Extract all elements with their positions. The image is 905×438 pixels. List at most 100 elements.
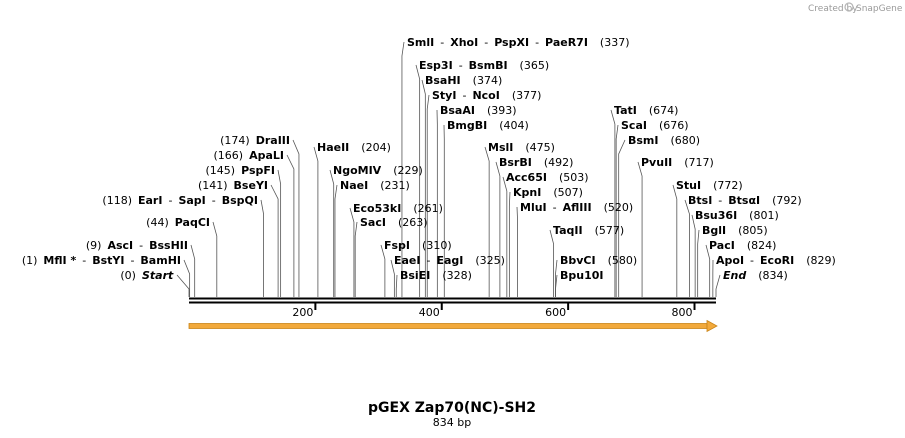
site-bbvci-label[interactable]: BbvCI (580) <box>560 254 637 267</box>
site-ngomiv[interactable]: NgoMIV (229) <box>333 164 423 177</box>
ruler-tick-label: 600 <box>545 306 566 319</box>
site-tati-label[interactable]: TatI (674) <box>614 104 678 117</box>
site-pspfi[interactable]: (145) PspFI <box>206 164 276 177</box>
site-naei-label[interactable]: NaeI (231) <box>340 179 410 192</box>
site-position: (44) <box>146 216 169 229</box>
site-stui-label[interactable]: StuI (772) <box>676 179 743 192</box>
site-bseyi-label[interactable]: (141) BseYI <box>198 179 268 192</box>
site-haeii[interactable]: HaeII (204) <box>317 141 391 154</box>
site-smli[interactable]: SmlI - XhoI - PspXI - PaeR7I (337) <box>407 36 630 49</box>
site-eaei[interactable]: EaeI - EagI (325) <box>394 254 505 267</box>
marker-start[interactable]: (0) Start <box>120 269 174 282</box>
site-position: (145) <box>206 164 236 177</box>
site-acc65i[interactable]: Acc65I (503) <box>506 171 589 184</box>
site-apoi[interactable]: ApoI - EcoRI (829) <box>716 254 836 267</box>
site-paci-label[interactable]: PacI (824) <box>709 239 776 252</box>
site-bsu36i-label[interactable]: Bsu36I (801) <box>695 209 779 222</box>
orf-feature[interactable] <box>188 319 718 333</box>
site-asci[interactable]: (9) AscI - BssHII <box>86 239 188 252</box>
site-esp3i-label[interactable]: Esp3I - BsmBI (365) <box>419 59 549 72</box>
site-bsu36i-leader <box>691 214 696 297</box>
site-scai[interactable]: ScaI (676) <box>621 119 689 132</box>
site-mfli-label[interactable]: (1) MflI * - BstYI - BamHI <box>22 254 181 267</box>
site-smli-label[interactable]: SmlI - XhoI - PspXI - PaeR7I (337) <box>407 36 630 49</box>
site-taqii[interactable]: TaqII (577) <box>553 224 624 237</box>
site-bsiei-label[interactable]: BsiEI (328) <box>400 269 472 282</box>
site-start-label[interactable]: (0) Start <box>120 269 174 282</box>
site-bseyi[interactable]: (141) BseYI <box>198 179 268 192</box>
site-bsu36i[interactable]: Bsu36I (801) <box>695 209 779 222</box>
site-kpni[interactable]: KpnI (507) <box>513 186 583 199</box>
site-bsrbi-label[interactable]: BsrBI (492) <box>499 156 573 169</box>
site-btsi-label[interactable]: BtsI - BtsαI (792) <box>688 194 802 207</box>
site-bsahi[interactable]: BsaHI (374) <box>425 74 502 87</box>
site-fspi[interactable]: FspI (310) <box>384 239 452 252</box>
site-tati[interactable]: TatI (674) <box>614 104 678 117</box>
site-bsahi-label[interactable]: BsaHI (374) <box>425 74 502 87</box>
orf-feature-bar[interactable] <box>188 323 708 329</box>
site-mfli[interactable]: (1) MflI * - BstYI - BamHI <box>22 254 181 267</box>
site-acc65i-label[interactable]: Acc65I (503) <box>506 171 589 184</box>
site-position: (263) <box>398 216 428 229</box>
site-kpni-label[interactable]: KpnI (507) <box>513 186 583 199</box>
site-position: (680) <box>671 134 701 147</box>
site-draiii[interactable]: (174) DraIII <box>220 134 290 147</box>
site-bbvci[interactable]: BbvCI (580) <box>560 254 637 267</box>
site-bsrbi-leader <box>495 161 501 297</box>
site-pvuii-label[interactable]: PvuII (717) <box>641 156 714 169</box>
enzyme-name: Eco53kI <box>353 202 401 215</box>
site-bmgbi-label[interactable]: BmgBI (404) <box>447 119 529 132</box>
site-bgli[interactable]: BglI (805) <box>702 224 768 237</box>
site-haeii-label[interactable]: HaeII (204) <box>317 141 391 154</box>
site-scai-label[interactable]: ScaI (676) <box>621 119 689 132</box>
enzyme-name: AscI <box>107 239 133 252</box>
enzyme-name: EagI <box>436 254 463 267</box>
site-position: (829) <box>806 254 836 267</box>
site-eco53ki[interactable]: Eco53kI (261) <box>353 202 443 215</box>
site-bmgbi[interactable]: BmgBI (404) <box>447 119 529 132</box>
site-styi-label[interactable]: StyI - NcoI (377) <box>432 89 541 102</box>
site-eco53ki-label[interactable]: Eco53kI (261) <box>353 202 443 215</box>
site-paci[interactable]: PacI (824) <box>709 239 776 252</box>
site-styi[interactable]: StyI - NcoI (377) <box>432 89 541 102</box>
site-paqci[interactable]: (44) PaqCI <box>146 216 210 229</box>
site-bsaai-label[interactable]: BsaAI (393) <box>440 104 517 117</box>
site-bpu10i[interactable]: Bpu10I <box>560 269 604 282</box>
site-end-label[interactable]: End (834) <box>723 269 788 282</box>
site-stui[interactable]: StuI (772) <box>676 179 743 192</box>
site-naei[interactable]: NaeI (231) <box>340 179 410 192</box>
enzyme-name: PaeR7I <box>545 36 588 49</box>
enzyme-name: TaqII <box>553 224 583 237</box>
site-name-separator: - <box>718 194 722 207</box>
site-fspi-label[interactable]: FspI (310) <box>384 239 452 252</box>
site-bsaai[interactable]: BsaAI (393) <box>440 104 517 117</box>
site-eari[interactable]: (118) EarI - SapI - BspQI <box>102 194 258 207</box>
site-pvuii[interactable]: PvuII (717) <box>641 156 714 169</box>
site-mlui-label[interactable]: MluI - AflIII (520) <box>520 201 633 214</box>
site-bpu10i-label[interactable]: Bpu10I <box>560 269 604 282</box>
marker-end[interactable]: End (834) <box>723 269 788 282</box>
site-msli-label[interactable]: MslI (475) <box>488 141 555 154</box>
site-ngomiv-label[interactable]: NgoMIV (229) <box>333 164 423 177</box>
site-apali[interactable]: (166) ApaLI <box>213 149 284 162</box>
site-paqci-label[interactable]: (44) PaqCI <box>146 216 210 229</box>
site-apoi-label[interactable]: ApoI - EcoRI (829) <box>716 254 836 267</box>
site-pspfi-label[interactable]: (145) PspFI <box>206 164 276 177</box>
site-bsrbi[interactable]: BsrBI (492) <box>499 156 573 169</box>
site-eaei-label[interactable]: EaeI - EagI (325) <box>394 254 505 267</box>
site-asci-label[interactable]: (9) AscI - BssHII <box>86 239 188 252</box>
site-mlui[interactable]: MluI - AflIII (520) <box>520 201 633 214</box>
site-saci[interactable]: SacI (263) <box>360 216 428 229</box>
site-taqii-label[interactable]: TaqII (577) <box>553 224 624 237</box>
site-draiii-label[interactable]: (174) DraIII <box>220 134 290 147</box>
site-apali-label[interactable]: (166) ApaLI <box>213 149 284 162</box>
site-bsiei[interactable]: BsiEI (328) <box>400 269 472 282</box>
site-esp3i[interactable]: Esp3I - BsmBI (365) <box>419 59 549 72</box>
site-btsi[interactable]: BtsI - BtsαI (792) <box>688 194 802 207</box>
site-saci-label[interactable]: SacI (263) <box>360 216 428 229</box>
site-eari-label[interactable]: (118) EarI - SapI - BspQI <box>102 194 258 207</box>
site-bsmi-label[interactable]: BsmI (680) <box>628 134 700 147</box>
site-bgli-label[interactable]: BglI (805) <box>702 224 768 237</box>
site-msli[interactable]: MslI (475) <box>488 141 555 154</box>
site-bsmi[interactable]: BsmI (680) <box>628 134 700 147</box>
